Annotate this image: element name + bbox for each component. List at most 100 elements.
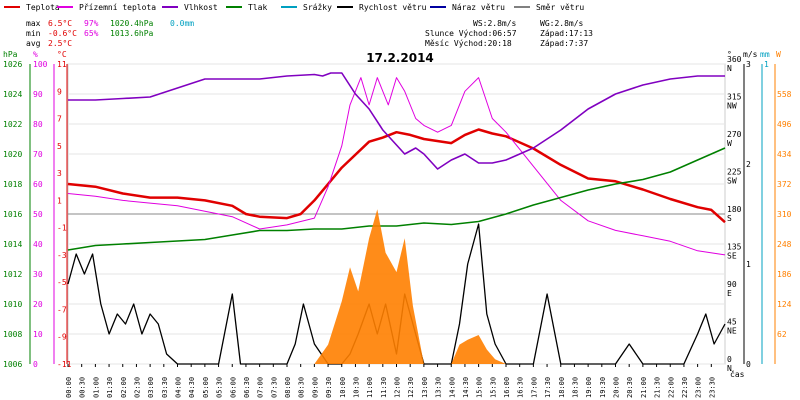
x-tick-label-21: 10:30 [352, 377, 360, 398]
axis-wm2-tick-7: 496 [777, 120, 792, 129]
series-line-2 [68, 72, 725, 170]
x-tick-label-7: 03:30 [161, 377, 169, 398]
moon-rise: Měsíc Východ:20:18 [425, 39, 512, 48]
axis-degc-tick-1: -9 [57, 333, 67, 342]
x-axis: 00:00 00:30 01:00 01:30 02:00 02:30 03:00 03:30… [65, 364, 716, 398]
axis-degc-tick-2: -7 [57, 305, 67, 314]
x-tick-label-6: 03:00 [147, 377, 155, 398]
axis-hpa-tick-8: 1022 [3, 120, 22, 129]
axis-degc-tick-9: 7 [57, 115, 62, 124]
axis-pct-tick-10: 100 [33, 60, 48, 69]
x-tick-label-0: 00:00 [65, 377, 73, 398]
x-tick-label-22: 11:00 [366, 377, 374, 398]
x-tick-label-16: 08:00 [284, 377, 292, 398]
axis-wm2-tick-0: 62 [777, 330, 787, 339]
axis-ms-label: m/s [743, 50, 758, 59]
x-tick-label-8: 04:00 [175, 377, 183, 398]
legend-label-1: Přízemní teplota [79, 3, 156, 12]
stats-max-rain: 0.0mm [170, 19, 194, 28]
axis-dir-tick-7: 315 [727, 93, 742, 102]
axis-ms-tick-0: 0 [746, 360, 751, 369]
x-tick-label-17: 08:30 [298, 377, 306, 398]
axis-wm2-tick-4: 310 [777, 210, 792, 219]
x-tick-label-11: 05:30 [216, 377, 224, 398]
x-tick-label-10: 05:00 [202, 377, 210, 398]
axis-dir-tick-8: 360 [727, 55, 742, 64]
legend-label-3: Tlak [248, 3, 267, 12]
axis-ms-tick-2: 2 [746, 160, 751, 169]
axis-degc-tick-10: 9 [57, 87, 62, 96]
sun-rise: Slunce Východ:06:57 [425, 29, 517, 38]
stats-min-hum: 65% [84, 29, 99, 38]
axis-dir-compass-7: NW [727, 102, 737, 111]
axis-wm2-label: W [776, 50, 781, 59]
wind-ws: WS:2.8m/s [473, 19, 517, 28]
axis-degc-tick-3: -5 [57, 278, 67, 287]
x-tick-label-5: 02:30 [133, 377, 141, 398]
x-tick-label-34: 17:00 [530, 377, 538, 398]
axis-degc-tick-7: 3 [57, 169, 62, 178]
legend: Teplota Přízemní teplota Vlhkost Tlak Srážky… [4, 3, 584, 12]
x-tick-label-15: 07:30 [270, 377, 278, 398]
axis-dir-compass-1: NE [727, 327, 737, 336]
axis-dir-tick-1: 45 [727, 318, 737, 327]
x-tick-label-1: 00:30 [79, 377, 87, 398]
axis-pct-tick-8: 80 [33, 120, 43, 129]
axis-mm-tick-0: 1 [764, 60, 769, 69]
axis-wm2-tick-8: 558 [777, 90, 792, 99]
axis-degc-tick-6: 1 [57, 196, 62, 205]
x-tick-label-45: 22:30 [681, 377, 689, 398]
axis-dir-tick-4: 180 [727, 205, 742, 214]
axis-dir-label: ° [727, 50, 732, 59]
axis-degc-tick-8: 5 [57, 142, 62, 151]
axis-pct-tick-7: 70 [33, 150, 43, 159]
axis-wm2-tick-6: 434 [777, 150, 792, 159]
axis-hpa-tick-7: 1020 [3, 150, 22, 159]
x-tick-label-18: 09:00 [311, 377, 319, 398]
axes: hPa1006100810101012101410161018102010221… [3, 50, 792, 373]
axis-pct-tick-9: 90 [33, 90, 43, 99]
axis-hpa-tick-0: 1006 [3, 360, 22, 369]
x-tick-label-38: 19:00 [585, 377, 593, 398]
axis-hpa-tick-10: 1026 [3, 60, 22, 69]
axis-hpa-tick-1: 1008 [3, 330, 22, 339]
axis-dir-tick-0: 0 [727, 355, 732, 364]
x-tick-label-26: 13:00 [421, 377, 429, 398]
axis-ms-tick-3: 3 [746, 60, 751, 69]
x-tick-label-44: 22:00 [667, 377, 675, 398]
axis-dir-compass-4: S [727, 214, 732, 223]
axis-ms-tick-1: 1 [746, 260, 751, 269]
series-line-1 [67, 77, 726, 256]
axis-dir-compass-3: SE [727, 252, 737, 261]
axis-hpa-tick-5: 1016 [3, 210, 22, 219]
axis-pct-tick-3: 30 [33, 270, 43, 279]
x-tick-label-40: 20:00 [613, 377, 621, 398]
axis-dir-compass-6: W [727, 139, 732, 148]
x-tick-label-4: 02:00 [120, 377, 128, 398]
stats-max-label: max [26, 19, 41, 28]
x-tick-label-41: 20:30 [626, 377, 634, 398]
axis-degc-tick-0: -11 [57, 360, 72, 369]
legend-label-6: Náraz větru [452, 3, 505, 12]
axis-dir-tick-6: 270 [727, 130, 742, 139]
axis-dir-compass-5: SW [727, 177, 737, 186]
stats-panel: max 6.5°C 97% 1020.4hPa 0.0mm min -0.6°C… [26, 19, 593, 48]
x-tick-label-43: 21:30 [654, 377, 662, 398]
axis-pct-tick-5: 50 [33, 210, 43, 219]
x-axis-label: čas [730, 369, 745, 379]
axis-dir-compass-2: E [727, 289, 732, 298]
x-tick-label-28: 14:00 [448, 377, 456, 398]
legend-label-0: Teplota [26, 3, 60, 12]
axis-mm-label: mm [760, 50, 770, 59]
x-tick-label-29: 14:30 [462, 377, 470, 398]
x-tick-label-13: 06:30 [243, 377, 251, 398]
x-tick-label-20: 10:00 [339, 377, 347, 398]
axis-dir-compass-8: N [727, 64, 732, 73]
axis-wm2-tick-2: 186 [777, 270, 792, 279]
axis-degc-tick-5: -1 [57, 224, 67, 233]
axis-wm2-tick-3: 248 [777, 240, 792, 249]
x-tick-label-23: 11:30 [380, 377, 388, 398]
axis-hpa-tick-2: 1010 [3, 300, 22, 309]
x-tick-label-32: 16:00 [503, 377, 511, 398]
